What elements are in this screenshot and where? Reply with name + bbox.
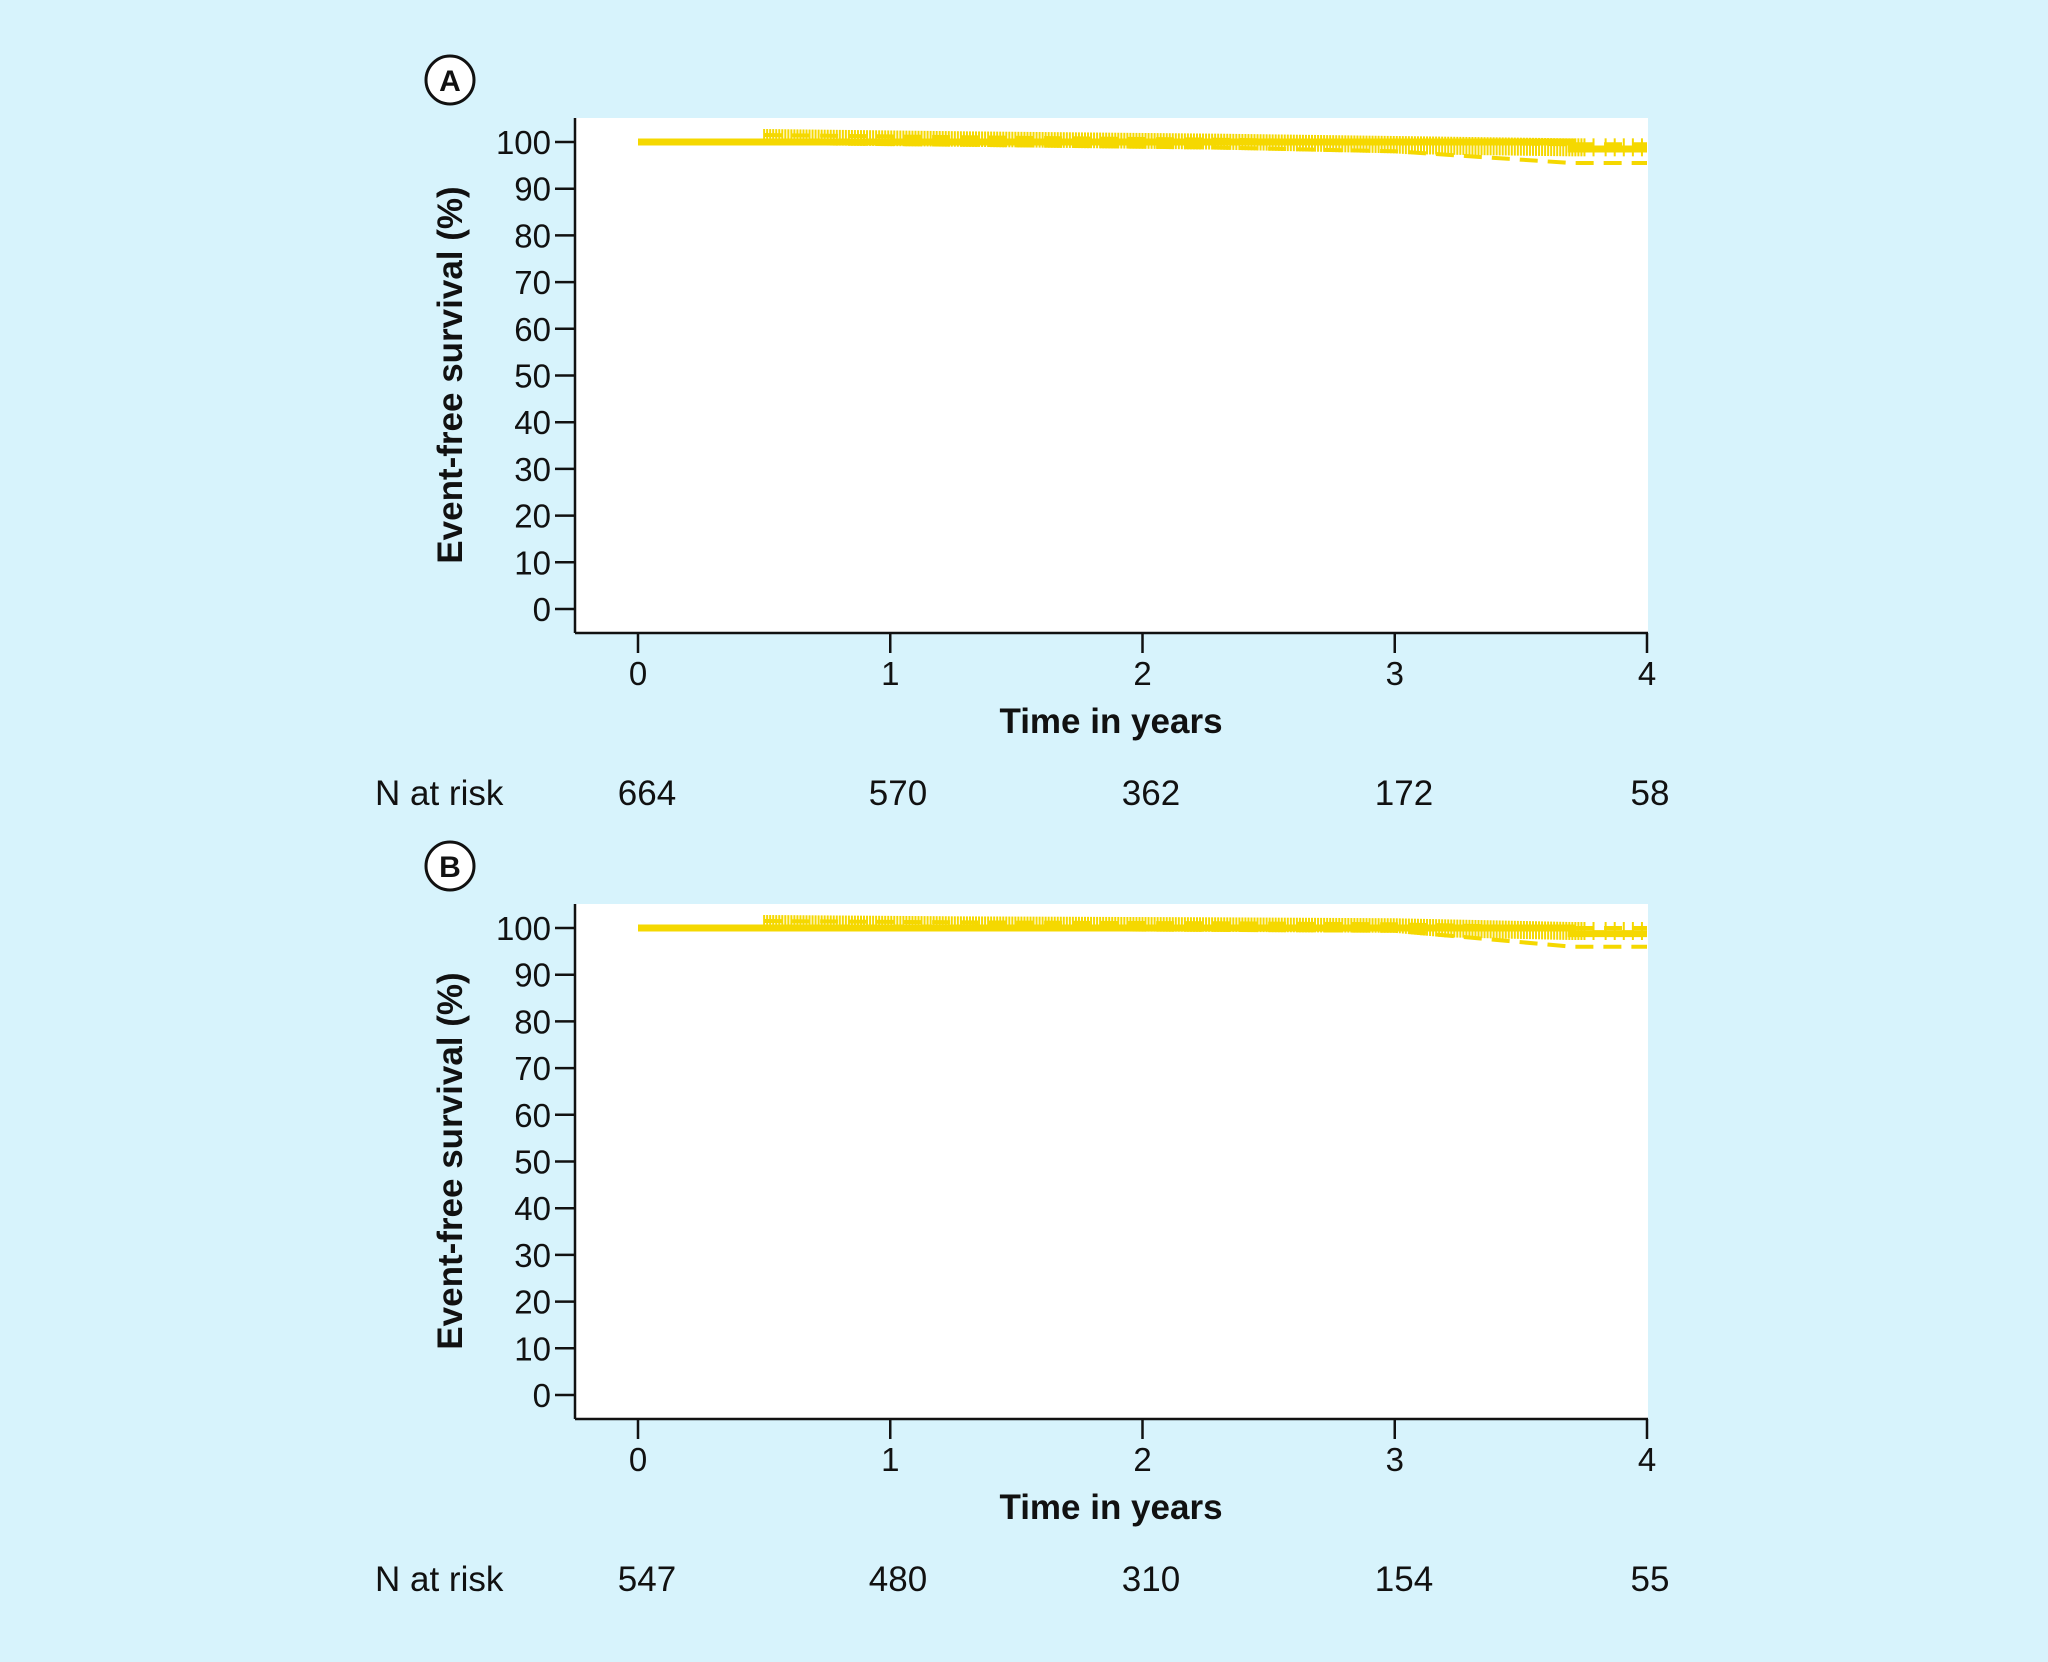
x-tick-label: 1 <box>881 655 899 692</box>
n-at-risk-value: 154 <box>1375 1560 1433 1599</box>
n-at-risk-value: 362 <box>1122 774 1180 813</box>
plot-area <box>575 118 1648 633</box>
y-axis-title: Event-free survival (%) <box>431 186 470 563</box>
x-tick-label: 3 <box>1386 655 1404 692</box>
panel-b: B 0 10 20 30 40 50 60 70 80 90 100 0 1 2 3 4 Time in year… <box>0 786 2048 1599</box>
n-at-risk-value: 570 <box>869 774 927 813</box>
x-tick-label: 2 <box>1133 1441 1151 1478</box>
panel-label: B <box>439 851 461 884</box>
y-tick-label: 30 <box>514 451 551 488</box>
x-tick-label: 4 <box>1638 655 1656 692</box>
n-at-risk-label: N at risk <box>375 774 504 813</box>
n-at-risk-value: 310 <box>1122 1560 1180 1599</box>
x-tick-label: 0 <box>629 1441 647 1478</box>
y-tick-label: 30 <box>514 1237 551 1274</box>
y-tick-label: 100 <box>496 910 551 947</box>
plot-area <box>575 904 1648 1419</box>
y-tick-label: 10 <box>514 544 551 581</box>
x-tick-label: 1 <box>881 1441 899 1478</box>
y-tick-label: 70 <box>514 1050 551 1087</box>
survival-curve <box>638 138 1647 153</box>
x-tick-label: 2 <box>1133 655 1151 692</box>
survival-chart-b: B 0 10 20 30 40 50 60 70 80 90 100 0 1 2 3 4 Time in year… <box>375 840 1669 1599</box>
y-tick-label: 0 <box>533 1377 551 1414</box>
panel-label-badge: B <box>424 840 476 892</box>
n-at-risk-value: 664 <box>618 774 676 813</box>
y-tick-label: 60 <box>514 311 551 348</box>
x-tick-label: 3 <box>1386 1441 1404 1478</box>
panel-label-circle <box>424 840 476 892</box>
x-axis-title: Time in years <box>999 1488 1222 1527</box>
x-axis-title: Time in years <box>999 702 1222 741</box>
survival-chart-a: A 0 10 20 30 40 50 60 70 80 90 100 0 1 2 3 4 Time in year… <box>375 54 1669 813</box>
n-at-risk-value: 58 <box>1631 774 1670 813</box>
panel-label-badge: A <box>424 54 476 106</box>
panel-label: A <box>439 65 461 98</box>
y-tick-label: 40 <box>514 404 551 441</box>
n-at-risk-value: 172 <box>1375 774 1433 813</box>
y-tick-label: 20 <box>514 1284 551 1321</box>
panel-label-circle <box>424 54 476 106</box>
y-tick-label: 100 <box>496 124 551 161</box>
y-tick-label: 80 <box>514 1003 551 1040</box>
n-at-risk-value: 480 <box>869 1560 927 1599</box>
y-tick-label: 70 <box>514 264 551 301</box>
n-at-risk-value: 55 <box>1631 1560 1670 1599</box>
confidence-bound-line <box>764 140 1647 165</box>
y-tick-label: 50 <box>514 1144 551 1181</box>
confidence-bound-line <box>764 926 1647 949</box>
n-at-risk-label: N at risk <box>375 1560 504 1599</box>
y-tick-label: 10 <box>514 1330 551 1367</box>
panel-a: A 0 10 20 30 40 50 60 70 80 90 100 0 1 2 3 4 Time in year… <box>0 0 2048 813</box>
x-tick-label: 4 <box>1638 1441 1656 1478</box>
y-tick-label: 50 <box>514 358 551 395</box>
y-tick-label: 90 <box>514 957 551 994</box>
confidence-bound-line <box>764 133 1647 147</box>
y-tick-label: 80 <box>514 217 551 254</box>
y-tick-label: 90 <box>514 171 551 208</box>
y-tick-label: 20 <box>514 498 551 535</box>
n-at-risk-value: 547 <box>618 1560 676 1599</box>
y-tick-label: 0 <box>533 591 551 628</box>
confidence-bound-line <box>764 919 1647 930</box>
y-tick-label: 40 <box>514 1190 551 1227</box>
x-tick-label: 0 <box>629 655 647 692</box>
y-tick-label: 60 <box>514 1097 551 1134</box>
y-axis-title: Event-free survival (%) <box>431 972 470 1349</box>
